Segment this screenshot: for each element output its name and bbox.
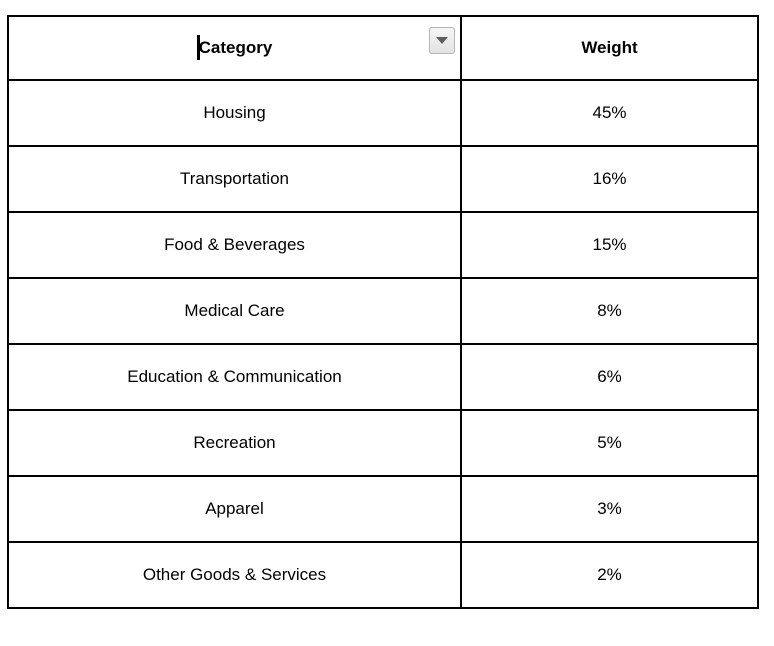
weight-value: 15%: [592, 234, 627, 254]
header-row: Category Weight: [7, 15, 759, 81]
cpi-weights-table: Category Weight Housing 45% Transportati…: [7, 15, 759, 609]
weight-value: 45%: [592, 102, 627, 122]
dropdown-arrow-icon: [436, 37, 448, 44]
category-cell[interactable]: Housing: [7, 79, 462, 147]
table-row: Medical Care 8%: [7, 277, 759, 345]
weight-cell[interactable]: 15%: [460, 211, 759, 279]
category-value: Recreation: [193, 432, 276, 452]
weight-value: 6%: [597, 366, 622, 386]
weight-cell[interactable]: 8%: [460, 277, 759, 345]
table-row: Other Goods & Services 2%: [7, 541, 759, 609]
category-value: Apparel: [205, 498, 264, 518]
weight-value: 2%: [597, 564, 622, 584]
category-cell[interactable]: Apparel: [7, 475, 462, 543]
category-cell[interactable]: Food & Beverages: [7, 211, 462, 279]
category-value: Food & Beverages: [164, 234, 305, 254]
weight-cell[interactable]: 16%: [460, 145, 759, 213]
category-cell[interactable]: Transportation: [7, 145, 462, 213]
category-cell[interactable]: Recreation: [7, 409, 462, 477]
dropdown-button[interactable]: [429, 27, 455, 54]
category-cell[interactable]: Medical Care: [7, 277, 462, 345]
category-value: Transportation: [180, 168, 289, 188]
category-value: Medical Care: [184, 300, 285, 320]
header-cell-weight[interactable]: Weight: [460, 15, 759, 81]
weight-cell[interactable]: 2%: [460, 541, 759, 609]
table-row: Recreation 5%: [7, 409, 759, 477]
table-row: Education & Communication 6%: [7, 343, 759, 411]
header-label-weight: Weight: [581, 37, 638, 57]
category-value: Housing: [203, 102, 266, 122]
weight-value: 16%: [592, 168, 627, 188]
weight-cell[interactable]: 6%: [460, 343, 759, 411]
header-label-category: Category: [198, 37, 273, 57]
category-cell[interactable]: Other Goods & Services: [7, 541, 462, 609]
weight-cell[interactable]: 5%: [460, 409, 759, 477]
header-cell-category[interactable]: Category: [7, 15, 462, 81]
category-value: Other Goods & Services: [142, 564, 327, 584]
weight-value: 5%: [597, 432, 622, 452]
weight-cell[interactable]: 3%: [460, 475, 759, 543]
category-value: Education & Communication: [127, 366, 342, 386]
table-row: Transportation 16%: [7, 145, 759, 213]
category-cell[interactable]: Education & Communication: [7, 343, 462, 411]
text-cursor: [196, 34, 200, 60]
table-row: Apparel 3%: [7, 475, 759, 543]
weight-cell[interactable]: 45%: [460, 79, 759, 147]
weight-value: 8%: [597, 300, 622, 320]
table-row: Housing 45%: [7, 79, 759, 147]
table-row: Food & Beverages 15%: [7, 211, 759, 279]
weight-value: 3%: [597, 498, 622, 518]
